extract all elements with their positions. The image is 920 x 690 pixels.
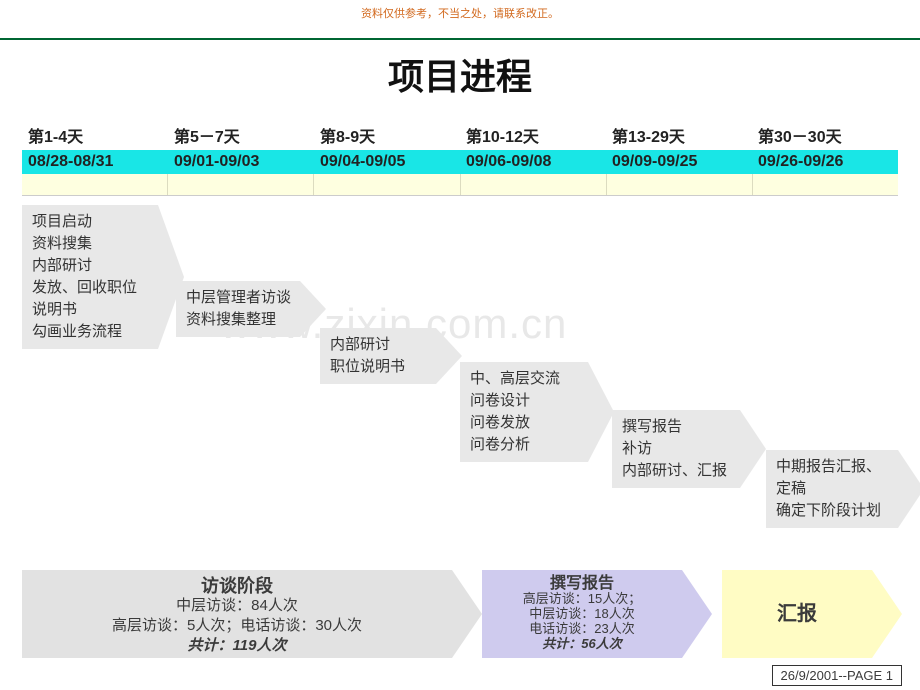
timeline: 第1-4天第5－7天第8-9天第10-12天第13-29天第30－30天 08/… <box>22 120 898 196</box>
timeline-day-cell: 第10-12天 <box>460 120 606 150</box>
phase-arrow-icon <box>898 450 920 528</box>
summary-line: 电话访谈：23人次 <box>492 621 672 636</box>
timeline-date-cell: 08/28-08/31 <box>22 150 168 174</box>
summary-interview-arrow <box>452 570 482 658</box>
phase-arrow-icon <box>740 410 766 488</box>
phase-body: 内部研讨职位说明书 <box>320 328 436 384</box>
summary-present: 汇报 <box>722 570 872 658</box>
phase-line: 中层管理者访谈 <box>186 287 292 309</box>
summary-line: 中层访谈：84人次 <box>32 596 442 616</box>
summary-report-arrow <box>682 570 712 658</box>
timeline-date-cell: 09/09-09/25 <box>606 150 752 174</box>
phase-box: 内部研讨职位说明书 <box>320 328 436 384</box>
phase-body: 中、高层交流问卷设计问卷发放问卷分析 <box>460 362 588 462</box>
disclaimer-text: 资料仅供参考，不当之处，请联系改正。 <box>0 5 920 21</box>
phase-line: 勾画业务流程 <box>32 321 150 343</box>
timeline-band-cell <box>607 174 753 195</box>
page-title: 项目进程 <box>0 48 920 100</box>
phase-line: 内部研讨 <box>330 334 428 356</box>
phase-line: 问卷分析 <box>470 434 580 456</box>
summary-interview-title: 访谈阶段 <box>32 576 442 596</box>
phase-box: 中、高层交流问卷设计问卷发放问卷分析 <box>460 362 588 462</box>
phase-line: 项目启动 <box>32 211 150 233</box>
phase-body: 中期报告汇报、定稿确定下阶段计划 <box>766 450 898 528</box>
phase-box: 中期报告汇报、定稿确定下阶段计划 <box>766 450 898 528</box>
timeline-day-cell: 第5－7天 <box>168 120 314 150</box>
summary-interview: 访谈阶段 中层访谈：84人次高层访谈：5人次；电话访谈：30人次 共计：119人… <box>22 570 452 658</box>
footer-page-info: 26/9/2001--PAGE 1 <box>772 665 903 686</box>
summary-present-arrow <box>872 570 902 658</box>
timeline-band-cell <box>461 174 607 195</box>
phase-line: 资料搜集 <box>32 233 150 255</box>
summary-report-total: 共计：56人次 <box>492 636 672 651</box>
timeline-day-cell: 第8-9天 <box>314 120 460 150</box>
top-border <box>0 38 920 40</box>
phase-line: 确定下阶段计划 <box>776 500 890 522</box>
timeline-days-row: 第1-4天第5－7天第8-9天第10-12天第13-29天第30－30天 <box>22 120 898 150</box>
summary-report-lines: 高层访谈：15人次；中层访谈：18人次电话访谈：23人次 <box>492 591 672 636</box>
summary-line: 高层访谈：5人次；电话访谈：30人次 <box>32 616 442 636</box>
summary-interview-lines: 中层访谈：84人次高层访谈：5人次；电话访谈：30人次 <box>32 596 442 636</box>
phase-box: 项目启动资料搜集内部研讨发放、回收职位说明书勾画业务流程 <box>22 205 158 349</box>
phase-line: 补访 <box>622 438 732 460</box>
summary-row: 访谈阶段 中层访谈：84人次高层访谈：5人次；电话访谈：30人次 共计：119人… <box>22 570 898 658</box>
summary-line: 高层访谈：15人次； <box>492 591 672 606</box>
timeline-day-cell: 第30－30天 <box>752 120 898 150</box>
phase-line: 问卷发放 <box>470 412 580 434</box>
timeline-band-row <box>22 174 898 196</box>
phase-line: 问卷设计 <box>470 390 580 412</box>
phase-box: 中层管理者访谈资料搜集整理 <box>176 281 300 337</box>
timeline-day-cell: 第1-4天 <box>22 120 168 150</box>
phase-line: 中、高层交流 <box>470 368 580 390</box>
phase-line: 中期报告汇报、定稿 <box>776 456 890 500</box>
phase-arrow-icon <box>588 362 614 462</box>
phase-body: 中层管理者访谈资料搜集整理 <box>176 281 300 337</box>
summary-report: 撰写报告 高层访谈：15人次；中层访谈：18人次电话访谈：23人次 共计：56人… <box>482 570 682 658</box>
timeline-band-cell <box>753 174 898 195</box>
phase-line: 内部研讨 <box>32 255 150 277</box>
summary-line: 中层访谈：18人次 <box>492 606 672 621</box>
timeline-day-cell: 第13-29天 <box>606 120 752 150</box>
phase-line: 职位说明书 <box>330 356 428 378</box>
timeline-band-cell <box>22 174 168 195</box>
timeline-date-cell: 09/04-09/05 <box>314 150 460 174</box>
timeline-date-cell: 09/01-09/03 <box>168 150 314 174</box>
timeline-date-cell: 09/26-09/26 <box>752 150 898 174</box>
timeline-band-cell <box>168 174 314 195</box>
phase-line: 资料搜集整理 <box>186 309 292 331</box>
phase-body: 项目启动资料搜集内部研讨发放、回收职位说明书勾画业务流程 <box>22 205 158 349</box>
timeline-band-cell <box>314 174 460 195</box>
phase-line: 内部研讨、汇报 <box>622 460 732 482</box>
summary-report-title: 撰写报告 <box>492 576 672 591</box>
summary-interview-total: 共计：119人次 <box>32 636 442 656</box>
summary-present-title: 汇报 <box>777 604 817 624</box>
phase-box: 撰写报告补访内部研讨、汇报 <box>612 410 740 488</box>
phase-line: 发放、回收职位说明书 <box>32 277 150 321</box>
timeline-date-cell: 09/06-09/08 <box>460 150 606 174</box>
phase-line: 撰写报告 <box>622 416 732 438</box>
phase-arrow-icon <box>436 328 462 384</box>
phase-body: 撰写报告补访内部研讨、汇报 <box>612 410 740 488</box>
timeline-dates-row: 08/28-08/3109/01-09/0309/04-09/0509/06-0… <box>22 150 898 174</box>
